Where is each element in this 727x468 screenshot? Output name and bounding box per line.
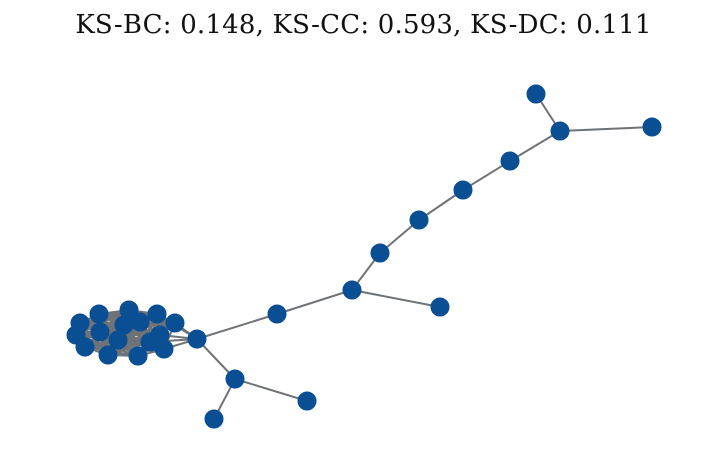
clique-node (165, 313, 185, 333)
tree-node (642, 117, 662, 137)
tree-node (297, 391, 317, 411)
clique-node (140, 332, 160, 352)
tree-node (500, 151, 520, 171)
figure-title: KS-BC: 0.148, KS-CC: 0.593, KS-DC: 0.111 (75, 10, 652, 40)
clique-node (128, 346, 148, 366)
graph-edge (559, 126, 653, 132)
graph-nodes (66, 84, 662, 429)
hub-node (187, 329, 207, 349)
clique-node (98, 345, 118, 365)
graph-edge (196, 313, 278, 340)
tree-node (430, 297, 450, 317)
clique-node (114, 315, 134, 335)
tree-node (204, 409, 224, 429)
graph-edge (351, 289, 441, 308)
tree-node (225, 369, 245, 389)
tree-node (550, 121, 570, 141)
clique-node (130, 312, 150, 332)
tree-node (370, 243, 390, 263)
graph-edge (276, 289, 353, 315)
clique-node (75, 337, 95, 357)
tree-node (526, 84, 546, 104)
graph-edge (234, 378, 308, 402)
tree-node (409, 210, 429, 230)
clique-node (90, 322, 110, 342)
tree-node (267, 304, 287, 324)
tree-node (342, 280, 362, 300)
graph-edges (75, 93, 653, 420)
tree-node (453, 180, 473, 200)
clique-node (147, 304, 167, 324)
graph-edge (509, 130, 561, 162)
clique-node (89, 304, 109, 324)
